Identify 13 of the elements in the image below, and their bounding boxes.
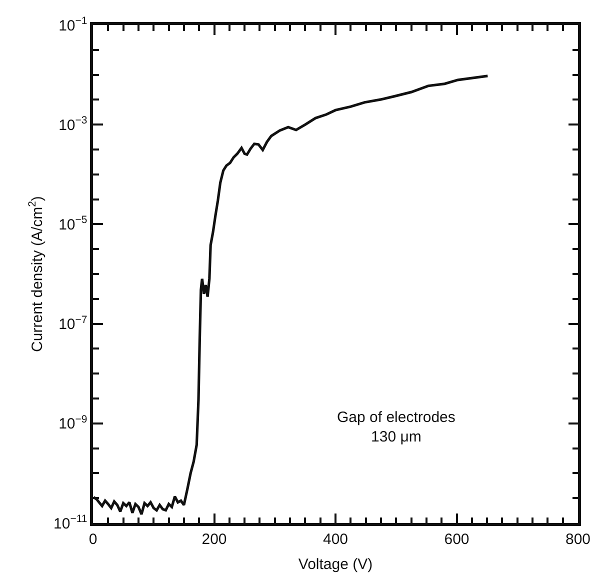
x-tick-label: 200	[202, 530, 227, 548]
y-tick-label: 10$^{−11}$	[54, 512, 88, 532]
x-tick-label: 0	[88, 530, 98, 548]
y-tick-label: 10$^{−1}$	[58, 14, 88, 34]
y-tick-label: 10$^{−5}$	[58, 214, 88, 234]
y-tick-label: 10$^{−3}$	[58, 114, 88, 134]
y-tick-label: 10$^{−9}$	[58, 413, 88, 433]
y-tick-label: 10$^{−7}$	[58, 314, 88, 334]
x-tick-label: 600	[444, 530, 470, 548]
x-tick-label: 800	[565, 530, 591, 548]
annotation: Gap of electrodes 130 μm	[337, 409, 456, 446]
x-axis-title: Voltage (V)	[298, 556, 373, 573]
x-tick-label: 400	[322, 530, 348, 548]
